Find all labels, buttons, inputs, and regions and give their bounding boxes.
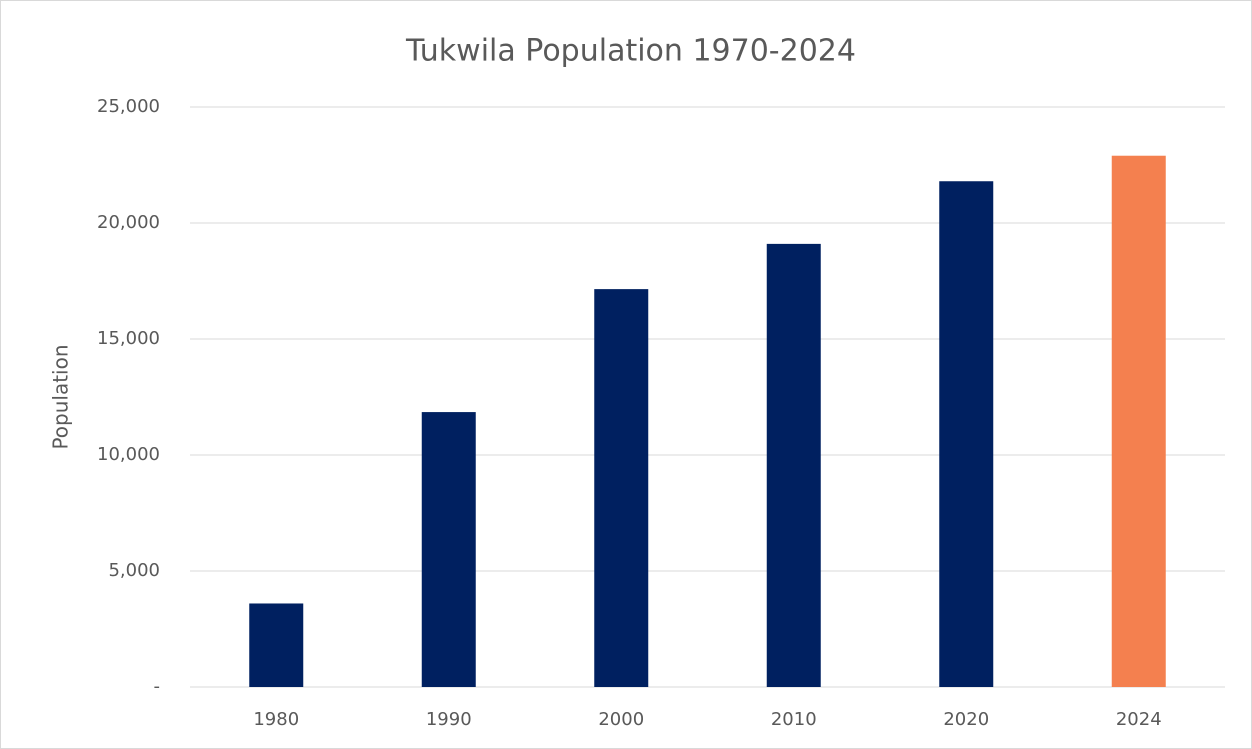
bar <box>421 412 476 687</box>
bar <box>249 603 304 687</box>
x-tick-label: 1980 <box>253 709 299 730</box>
x-tick-label: 1990 <box>426 709 472 730</box>
y-tick-label: 15,000 <box>97 328 160 349</box>
x-tick-label: 2024 <box>1116 709 1162 730</box>
y-tick-label: 20,000 <box>97 212 160 233</box>
bar <box>594 289 649 687</box>
y-tick-label: 25,000 <box>97 96 160 117</box>
x-tick-label: 2000 <box>598 709 644 730</box>
y-tick-label: - <box>154 676 161 697</box>
bar <box>1111 155 1166 688</box>
bar <box>939 181 994 688</box>
chart-title: Tukwila Population 1970-2024 <box>405 34 856 69</box>
y-tick-label: 10,000 <box>97 444 160 465</box>
bar <box>766 243 821 687</box>
y-axis-label: Population <box>49 344 73 449</box>
y-tick-label: 5,000 <box>108 560 160 581</box>
x-tick-label: 2020 <box>943 709 989 730</box>
x-tick-label: 2010 <box>771 709 817 730</box>
